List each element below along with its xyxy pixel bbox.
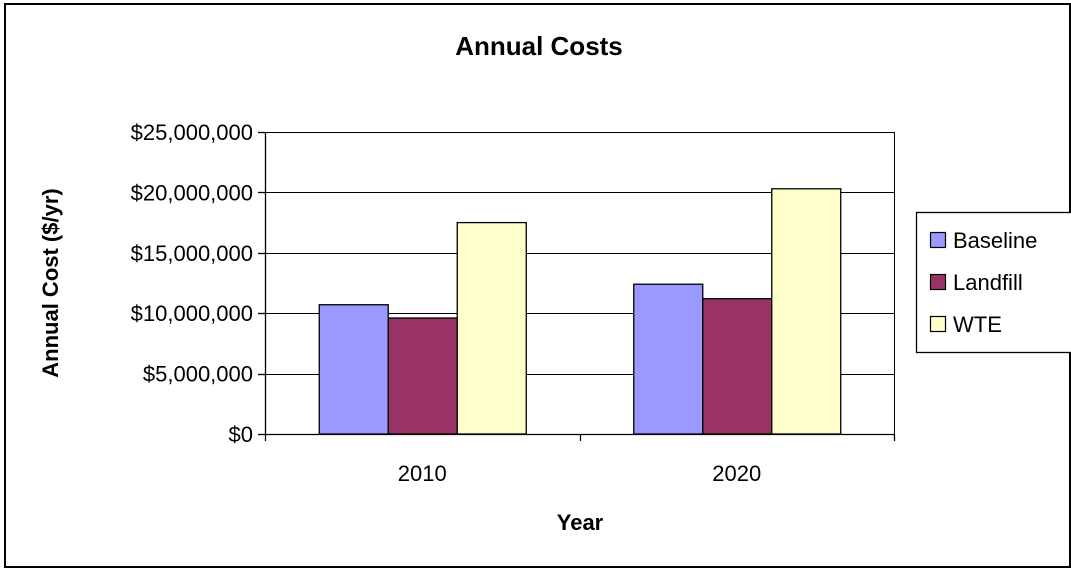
legend-label-wte: WTE	[953, 312, 1002, 337]
axes	[258, 131, 896, 441]
y-tick-label: $10,000,000	[131, 301, 253, 326]
bar-baseline-2020	[633, 283, 704, 435]
chart-frame	[4, 3, 1071, 568]
legend-label-landfill: Landfill	[953, 270, 1023, 295]
legend-swatch-landfill	[929, 273, 947, 291]
x-tick-label: 2020	[712, 461, 761, 486]
bars	[318, 188, 842, 435]
bar-wte-2020	[771, 188, 842, 435]
y-tick-label: $25,000,000	[131, 120, 253, 145]
legend-swatch-wte	[929, 315, 947, 333]
chart-title: Annual Costs	[455, 31, 623, 61]
x-tick-labels: 2010 2020	[398, 461, 761, 486]
y-tick-label: $20,000,000	[131, 180, 253, 205]
x-axis-label: Year	[557, 510, 604, 535]
bar-landfill-2020	[702, 298, 773, 435]
y-tick-label: $0	[229, 422, 253, 447]
bar-wte-2010	[456, 221, 527, 435]
y-tick-labels: $0 $5,000,000 $10,000,000 $15,000,000 $20,00…	[131, 120, 253, 447]
x-tick-label: 2010	[398, 461, 447, 486]
bar-landfill-2010	[387, 317, 458, 435]
bar-baseline-2010	[318, 304, 389, 435]
legend-label-baseline: Baseline	[953, 228, 1037, 253]
y-axis-label: Annual Cost ($/yr)	[38, 188, 63, 377]
y-tick-label: $5,000,000	[143, 362, 253, 387]
y-tick-label: $15,000,000	[131, 241, 253, 266]
legend: Baseline Landfill WTE	[915, 211, 1071, 354]
legend-swatch-baseline	[929, 231, 947, 249]
